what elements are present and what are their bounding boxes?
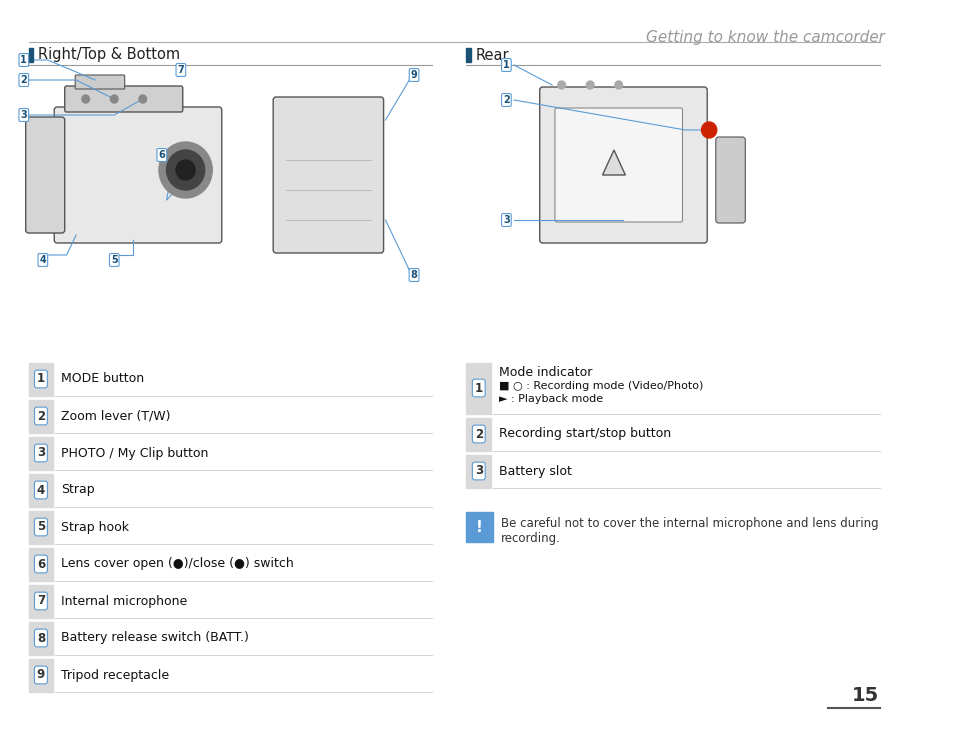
Bar — [29, 48, 33, 62]
Text: 15: 15 — [851, 686, 879, 705]
Bar — [29, 511, 53, 544]
FancyBboxPatch shape — [539, 87, 706, 243]
Text: Rear: Rear — [476, 47, 509, 63]
Text: Zoom lever (T/W): Zoom lever (T/W) — [61, 410, 171, 423]
Bar — [466, 363, 491, 414]
FancyBboxPatch shape — [54, 107, 221, 243]
Text: 9: 9 — [410, 70, 417, 80]
Bar — [29, 437, 53, 470]
Text: 4: 4 — [39, 255, 46, 265]
Text: 7: 7 — [177, 65, 184, 75]
Text: !: ! — [476, 520, 482, 534]
Text: 2: 2 — [502, 95, 509, 105]
Bar — [29, 548, 53, 581]
Text: 6: 6 — [37, 558, 45, 571]
Circle shape — [82, 95, 90, 103]
FancyBboxPatch shape — [715, 137, 744, 223]
FancyBboxPatch shape — [555, 108, 681, 222]
Text: Be careful not to cover the internal microphone and lens during
recording.: Be careful not to cover the internal mic… — [500, 517, 878, 545]
Text: 1: 1 — [20, 55, 27, 65]
Circle shape — [167, 150, 205, 190]
Circle shape — [139, 95, 147, 103]
FancyBboxPatch shape — [26, 117, 65, 233]
Bar — [29, 659, 53, 692]
Circle shape — [700, 122, 716, 138]
Text: Tripod receptacle: Tripod receptacle — [61, 669, 169, 682]
FancyBboxPatch shape — [65, 86, 183, 112]
Text: Mode indicator: Mode indicator — [498, 366, 592, 380]
FancyBboxPatch shape — [75, 75, 125, 89]
Text: Strap: Strap — [61, 483, 94, 496]
Text: 3: 3 — [20, 110, 27, 120]
Circle shape — [558, 81, 565, 89]
Text: 2: 2 — [20, 75, 27, 85]
Bar — [466, 455, 491, 488]
Text: ■ ○ : Recording mode (Video/Photo): ■ ○ : Recording mode (Video/Photo) — [498, 381, 702, 391]
Text: Battery slot: Battery slot — [498, 464, 571, 477]
Text: Lens cover open (●)/close (●) switch: Lens cover open (●)/close (●) switch — [61, 558, 294, 571]
Bar — [29, 363, 53, 396]
Text: 6: 6 — [158, 150, 165, 160]
FancyBboxPatch shape — [273, 97, 383, 253]
Text: Internal microphone: Internal microphone — [61, 594, 187, 607]
Bar — [29, 474, 53, 507]
Text: Getting to know the camcorder: Getting to know the camcorder — [646, 30, 884, 45]
Bar — [466, 48, 471, 62]
Text: Right/Top & Bottom: Right/Top & Bottom — [38, 47, 180, 63]
Text: 2: 2 — [475, 428, 482, 440]
Text: 3: 3 — [502, 215, 509, 225]
Text: 7: 7 — [37, 594, 45, 607]
Polygon shape — [602, 150, 625, 175]
Text: Recording start/stop button: Recording start/stop button — [498, 428, 670, 440]
Text: 5: 5 — [111, 255, 117, 265]
Text: Battery release switch (BATT.): Battery release switch (BATT.) — [61, 631, 249, 645]
Text: 4: 4 — [37, 483, 45, 496]
Text: 9: 9 — [37, 669, 45, 682]
Text: 3: 3 — [37, 447, 45, 459]
Text: MODE button: MODE button — [61, 372, 144, 385]
Text: 1: 1 — [37, 372, 45, 385]
Text: Strap hook: Strap hook — [61, 520, 129, 534]
Circle shape — [615, 81, 622, 89]
Circle shape — [586, 81, 594, 89]
Text: 8: 8 — [37, 631, 45, 645]
Bar — [29, 622, 53, 655]
Bar — [29, 400, 53, 433]
Circle shape — [111, 95, 118, 103]
Text: 1: 1 — [502, 60, 509, 70]
Text: 3: 3 — [475, 464, 482, 477]
Circle shape — [159, 142, 212, 198]
Bar — [29, 585, 53, 618]
Bar — [466, 512, 493, 542]
Text: 2: 2 — [37, 410, 45, 423]
Text: 1: 1 — [475, 382, 482, 394]
Text: PHOTO / My Clip button: PHOTO / My Clip button — [61, 447, 208, 459]
Text: 5: 5 — [37, 520, 45, 534]
Bar — [466, 418, 491, 451]
Circle shape — [176, 160, 195, 180]
Text: 8: 8 — [410, 270, 417, 280]
Text: ► : Playback mode: ► : Playback mode — [498, 394, 602, 404]
